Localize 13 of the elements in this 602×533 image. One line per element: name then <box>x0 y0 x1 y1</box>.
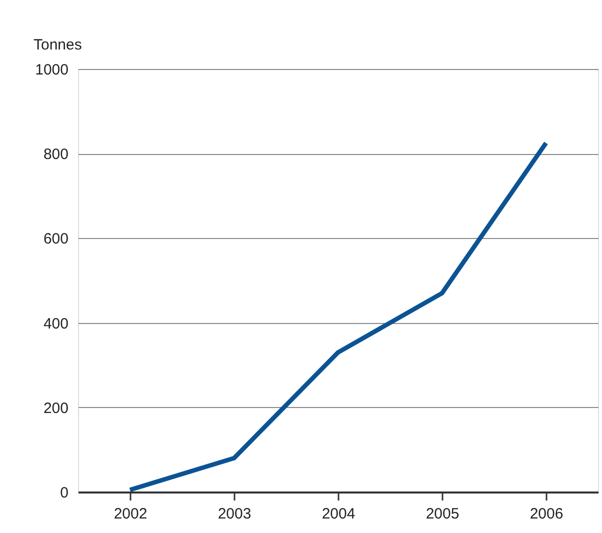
y-axis-title: Tonnes <box>34 36 82 54</box>
x-tick-label: 2006 <box>530 506 564 522</box>
y-tick-label: 400 <box>43 315 68 332</box>
line-series <box>128 140 548 492</box>
y-tick-label: 600 <box>43 230 68 248</box>
y-tick-label: 800 <box>43 146 68 164</box>
y-tick-label: 1000 <box>35 62 68 78</box>
x-tick-label: 2002 <box>114 506 148 522</box>
y-tick-label: 200 <box>43 400 68 417</box>
x-tick-label: 2003 <box>218 506 252 522</box>
x-tick-label: 2005 <box>426 506 460 522</box>
x-tick-label: 2004 <box>322 506 356 522</box>
y-tick-label: 0 <box>60 484 68 502</box>
